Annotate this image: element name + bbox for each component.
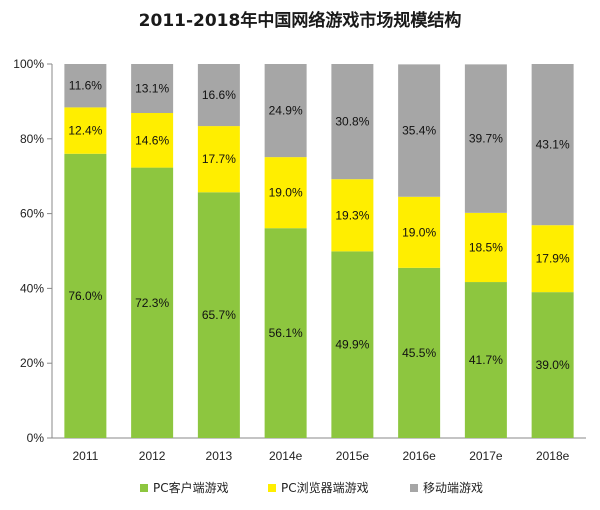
- data-label: 65.7%: [202, 308, 236, 322]
- bar-segment: [331, 64, 374, 180]
- bar-segment: [531, 225, 574, 293]
- x-tick-label: 2017e: [469, 449, 503, 463]
- bar-segment: [197, 192, 240, 438]
- data-label: 17.9%: [536, 252, 570, 266]
- x-tick-label: 2011: [72, 449, 98, 463]
- bar-segment: [131, 167, 174, 438]
- chart-title: 2011-2018年中国网络游戏市场规模结构: [139, 10, 462, 31]
- bar-segment: [264, 228, 307, 438]
- data-label: 18.5%: [469, 240, 503, 254]
- legend-label: PC客户端游戏: [153, 480, 229, 495]
- y-tick-label: 100%: [13, 57, 44, 71]
- data-label: 24.9%: [269, 104, 303, 118]
- bar-segment: [264, 157, 307, 229]
- data-label: 39.7%: [469, 132, 503, 146]
- y-tick-label: 0%: [27, 431, 45, 445]
- data-label: 19.0%: [269, 186, 303, 200]
- data-label: 17.7%: [202, 152, 236, 166]
- bar-segment: [197, 64, 240, 127]
- bar-segment: [64, 64, 107, 108]
- data-label: 19.3%: [335, 208, 369, 222]
- y-tick-label: 80%: [20, 132, 44, 146]
- data-label: 11.6%: [69, 79, 102, 93]
- bar-segment: [331, 251, 374, 438]
- data-label: 56.1%: [269, 326, 303, 340]
- bar-segment: [331, 179, 374, 252]
- bar-segment: [64, 153, 107, 438]
- bar-segment: [197, 126, 240, 193]
- bar-segment: [464, 64, 507, 213]
- y-tick-label: 60%: [20, 207, 44, 221]
- bar-segment: [131, 64, 174, 113]
- bar-segment: [531, 64, 574, 226]
- bar-segment: [398, 267, 441, 438]
- data-label: 49.9%: [335, 338, 369, 352]
- data-label: 72.3%: [135, 296, 169, 310]
- data-label: 14.6%: [135, 133, 169, 147]
- bar-segment: [464, 282, 507, 438]
- x-tick-label: 2016e: [402, 449, 436, 463]
- data-label: 16.6%: [202, 88, 236, 102]
- x-tick-label: 2018e: [536, 449, 570, 463]
- data-label: 41.7%: [469, 353, 503, 367]
- data-label: 39.0%: [536, 358, 570, 372]
- data-label: 12.4%: [68, 124, 102, 138]
- bar-segment: [398, 196, 441, 268]
- legend-swatch: [140, 484, 148, 492]
- x-tick-label: 2014e: [269, 449, 303, 463]
- x-tick-label: 2012: [139, 449, 166, 463]
- legend-label: 移动端游戏: [423, 481, 483, 495]
- bar-segment: [64, 107, 107, 154]
- plot-area: 0% 20% 40% 60% 80% 100% 76.0% 12.4% 11.6% 2011 72.…: [13, 57, 586, 463]
- legend-swatch: [410, 484, 418, 492]
- data-label: 45.5%: [402, 346, 436, 360]
- data-label: 13.1%: [135, 81, 169, 95]
- bar-segment: [531, 292, 574, 438]
- legend-label: PC浏览器端游戏: [281, 480, 369, 495]
- y-tick-label: 20%: [20, 356, 44, 370]
- bar-segment: [131, 112, 174, 168]
- data-label: 19.0%: [402, 225, 436, 239]
- x-tick-label: 2013: [206, 449, 233, 463]
- data-label: 76.0%: [68, 289, 102, 303]
- data-label: 43.1%: [536, 138, 570, 152]
- y-tick-label: 40%: [20, 281, 44, 295]
- data-label: 35.4%: [402, 124, 436, 138]
- data-label: 30.8%: [335, 115, 369, 129]
- bar-segment: [398, 64, 441, 197]
- legend: PC客户端游戏 PC浏览器端游戏 移动端游戏: [140, 480, 483, 495]
- bar-segment: [264, 64, 307, 158]
- x-tick-label: 2015e: [336, 449, 370, 463]
- bar-segment: [464, 212, 507, 283]
- legend-swatch: [268, 484, 276, 492]
